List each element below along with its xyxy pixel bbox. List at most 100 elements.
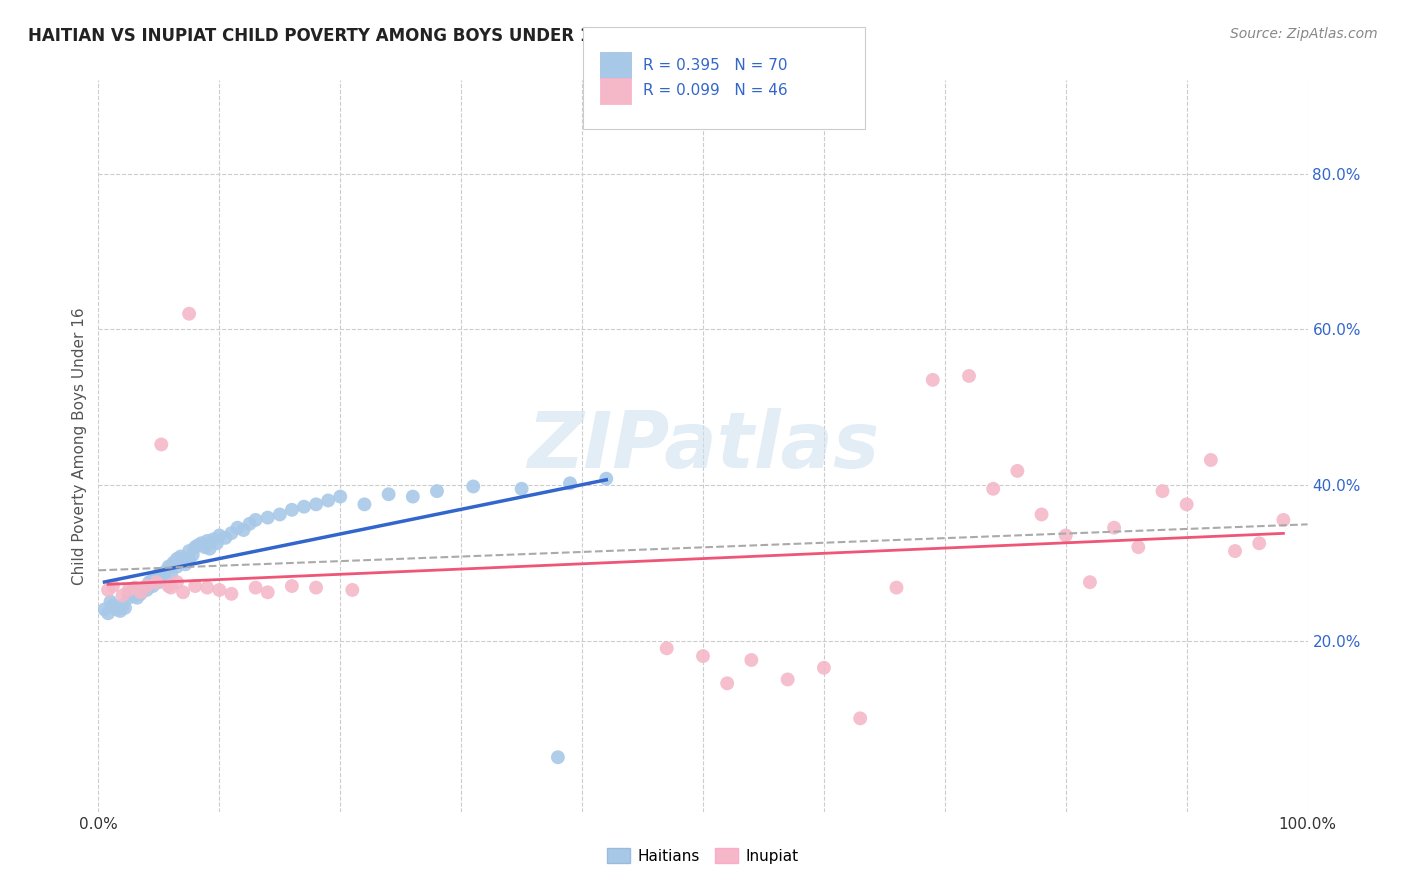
- Point: [118, 582, 141, 597]
- Point: [93, 602, 115, 616]
- Point: [1223, 544, 1246, 558]
- Point: [184, 579, 207, 593]
- Point: [195, 581, 218, 595]
- Point: [221, 526, 243, 541]
- Point: [281, 503, 304, 517]
- Point: [179, 307, 201, 321]
- Point: [166, 551, 188, 566]
- Point: [129, 587, 152, 601]
- Point: [111, 599, 134, 613]
- Point: [181, 548, 204, 562]
- Point: [118, 591, 141, 605]
- Point: [145, 575, 167, 590]
- Point: [129, 582, 152, 597]
- Point: [150, 570, 173, 584]
- Point: [142, 573, 165, 587]
- Point: [100, 594, 122, 608]
- Point: [160, 581, 183, 595]
- Point: [269, 508, 291, 522]
- Point: [187, 539, 209, 553]
- Point: [214, 531, 236, 545]
- Point: [981, 482, 1004, 496]
- Point: [134, 581, 156, 595]
- Text: ZIPatlas: ZIPatlas: [527, 408, 879, 484]
- Point: [1007, 464, 1029, 478]
- Point: [226, 521, 249, 535]
- Point: [716, 676, 738, 690]
- Point: [402, 490, 425, 504]
- Point: [232, 523, 254, 537]
- Point: [135, 579, 157, 593]
- Point: [1054, 528, 1077, 542]
- Point: [1102, 521, 1125, 535]
- Point: [190, 536, 212, 550]
- Point: [239, 516, 262, 531]
- Point: [305, 581, 328, 595]
- Point: [547, 750, 569, 764]
- Point: [97, 582, 120, 597]
- Point: [426, 484, 449, 499]
- Point: [124, 581, 146, 595]
- Point: [162, 556, 184, 570]
- Point: [179, 544, 201, 558]
- Point: [195, 533, 218, 548]
- Point: [124, 588, 146, 602]
- Point: [208, 528, 231, 542]
- Point: [135, 582, 157, 597]
- Point: [921, 373, 943, 387]
- Point: [124, 585, 146, 599]
- Point: [316, 493, 339, 508]
- Point: [127, 591, 149, 605]
- Point: [198, 541, 221, 556]
- Point: [813, 661, 835, 675]
- Point: [957, 368, 980, 383]
- Point: [281, 579, 304, 593]
- Point: [1249, 536, 1271, 550]
- Point: [342, 582, 364, 597]
- Point: [160, 559, 183, 574]
- Point: [1128, 540, 1150, 554]
- Point: [166, 575, 188, 590]
- Point: [148, 567, 170, 582]
- Point: [157, 559, 180, 574]
- Point: [205, 536, 228, 550]
- Point: [245, 513, 267, 527]
- Point: [1272, 513, 1295, 527]
- Point: [114, 600, 136, 615]
- Point: [595, 472, 617, 486]
- Text: HAITIAN VS INUPIAT CHILD POVERTY AMONG BOYS UNDER 16 CORRELATION CHART: HAITIAN VS INUPIAT CHILD POVERTY AMONG B…: [28, 27, 808, 45]
- Text: Source: ZipAtlas.com: Source: ZipAtlas.com: [1230, 27, 1378, 41]
- Point: [108, 604, 131, 618]
- Point: [377, 487, 399, 501]
- Point: [101, 599, 124, 613]
- Point: [174, 558, 197, 572]
- Point: [208, 582, 231, 597]
- Point: [202, 533, 225, 547]
- Point: [194, 540, 217, 554]
- Point: [1031, 508, 1053, 522]
- Point: [353, 497, 375, 511]
- Point: [256, 510, 278, 524]
- Point: [118, 587, 141, 601]
- Point: [463, 479, 485, 493]
- Point: [776, 673, 799, 687]
- Point: [101, 579, 124, 593]
- Text: R = 0.099   N = 46: R = 0.099 N = 46: [643, 84, 787, 98]
- Point: [129, 585, 152, 599]
- Point: [153, 565, 176, 579]
- Point: [305, 497, 328, 511]
- Point: [886, 581, 908, 595]
- Point: [97, 607, 120, 621]
- Point: [245, 581, 267, 595]
- Point: [179, 551, 201, 566]
- Point: [329, 490, 352, 504]
- Point: [169, 549, 191, 564]
- Point: [160, 567, 183, 582]
- Point: [740, 653, 762, 667]
- Point: [849, 711, 872, 725]
- Point: [221, 587, 243, 601]
- Point: [150, 437, 173, 451]
- Point: [558, 476, 581, 491]
- Point: [166, 559, 188, 574]
- Point: [148, 575, 170, 590]
